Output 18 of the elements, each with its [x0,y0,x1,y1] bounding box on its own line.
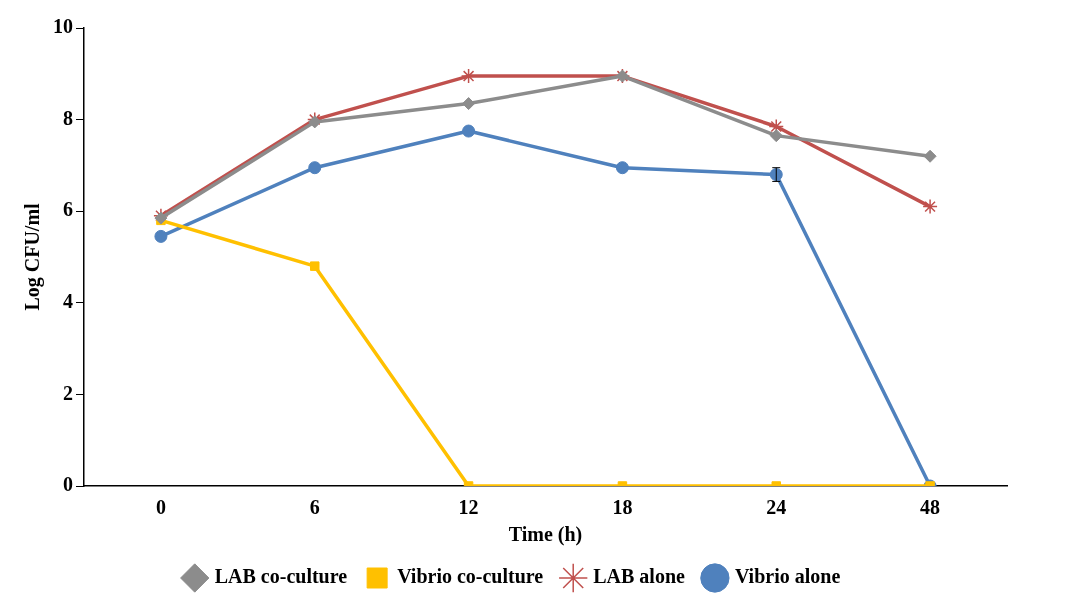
y-tick-label: 0 [63,473,73,496]
x-tick-label: 18 [612,496,633,519]
y-tick-label: 10 [53,15,73,38]
y-tick-label: 4 [63,289,73,312]
x-axis-title: Time (h) [508,523,583,547]
legend-label: LAB alone [593,565,686,588]
y-tick-label: 2 [63,381,73,404]
x-tick-label: 12 [458,496,479,519]
y-axis-title: Log CFU/ml [21,202,45,311]
x-tick-label: 24 [766,496,787,519]
y-tick-label: 8 [63,106,73,129]
legend-label: Vibrio alone [734,565,841,588]
x-tick-label: 48 [920,496,941,519]
y-tick-label: 6 [63,198,73,221]
x-tick-label: 6 [309,496,320,519]
legend-label: Vibrio co-culture [397,565,544,588]
legend-label: LAB co-culture [214,565,348,588]
x-tick-label: 0 [155,496,166,519]
